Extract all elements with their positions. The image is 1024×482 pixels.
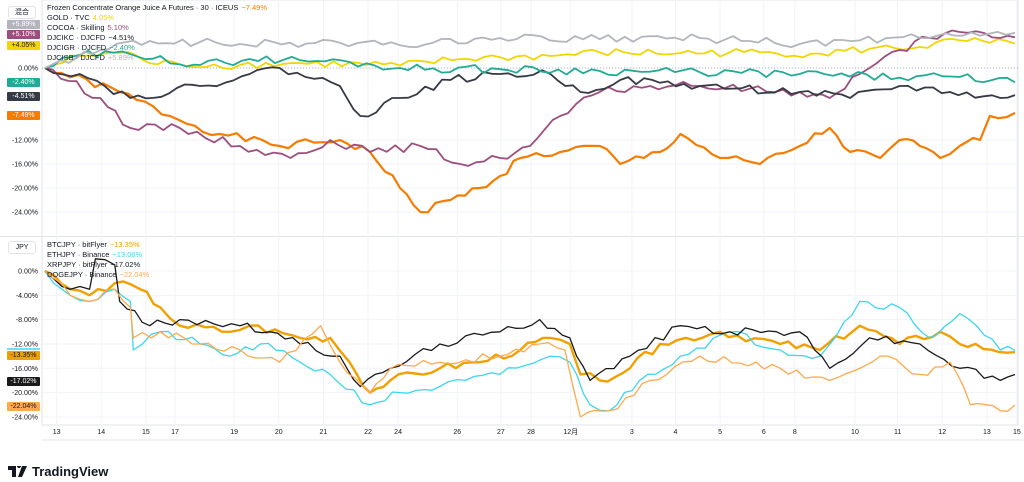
- series-line-ethjpy[interactable]: [44, 270, 1016, 412]
- x-tick-label: 8: [793, 429, 797, 436]
- x-tick-label: 27: [497, 429, 505, 436]
- legend-series-name: DJCIKC · DJCFD: [47, 33, 106, 42]
- legend-series-name: Frozen Concentrate Orange Juice A Future…: [47, 3, 239, 12]
- legend-item[interactable]: DJCIKC · DJCFD −4.51%: [47, 33, 267, 43]
- price-scale-badge: -2.40%: [7, 78, 40, 87]
- y-tick-label: 0.00%: [18, 269, 38, 276]
- legend-series-value: 4.05%: [92, 13, 115, 22]
- legend-item[interactable]: XRPJPY · bitFlyer −17.02%: [47, 260, 149, 270]
- legend-item[interactable]: COCOA · Skilling 5.10%: [47, 23, 267, 33]
- series-line-dogejpy[interactable]: [44, 270, 1016, 418]
- x-tick-label: 13: [53, 429, 61, 436]
- x-tick-label: 5: [718, 429, 722, 436]
- legend-series-value: −22.04%: [119, 270, 150, 279]
- y-tick-label: -20.00%: [12, 186, 38, 193]
- price-scale-badge: +5.89%: [7, 20, 40, 29]
- legend-item[interactable]: ETHJPY · Binance −13.06%: [47, 250, 149, 260]
- x-tick-label: 10: [851, 429, 859, 436]
- y-tick-label: -16.00%: [12, 366, 38, 373]
- x-tick-label: 11: [894, 429, 901, 436]
- legend-series-value: 5.10%: [107, 23, 129, 32]
- x-tick-label: 15: [1013, 429, 1021, 436]
- x-tick-label: 24: [394, 429, 402, 436]
- bottom-legend: BTCJPY · bitFlyer −13.35% ETHJPY · Binance…: [47, 240, 149, 280]
- series-group: [44, 29, 1016, 214]
- x-tick-label: 4: [674, 429, 678, 436]
- legend-series-value: −2.40%: [109, 43, 135, 52]
- x-tick-label: 26: [453, 429, 461, 436]
- legend-item[interactable]: DJCISB · DJCFD +5.89%: [47, 53, 267, 63]
- series-line-frozen[interactable]: [44, 67, 1016, 214]
- legend-item[interactable]: Frozen Concentrate Orange Juice A Future…: [47, 3, 267, 13]
- price-scale-badge: +4.05%: [7, 41, 40, 50]
- tradingview-logo-icon: [8, 466, 27, 477]
- series-group: [44, 258, 1016, 418]
- y-tick-label: -20.00%: [12, 390, 38, 397]
- logo-text: TradingView: [32, 464, 109, 479]
- y-tick-label: -8.00%: [16, 317, 38, 324]
- x-tick-label: 12月: [563, 428, 578, 436]
- series-line-btcjpy[interactable]: [44, 269, 1016, 394]
- series-line-djcikc[interactable]: [44, 66, 1016, 118]
- y-tick-label: -24.00%: [12, 210, 38, 217]
- legend-series-value: +5.89%: [107, 53, 134, 62]
- legend-series-name: BTCJPY · bitFlyer: [47, 240, 107, 249]
- x-tick-label: 21: [319, 429, 327, 436]
- legend-item[interactable]: DJCIGR · DJCFD −2.40%: [47, 43, 267, 53]
- legend-series-name: ETHJPY · Binance: [47, 250, 110, 259]
- series-line-gold[interactable]: [44, 37, 1016, 70]
- tradingview-logo: TradingView: [8, 464, 108, 479]
- x-tick-label: 17: [171, 429, 179, 436]
- legend-series-value: −13.06%: [112, 250, 143, 259]
- x-tick-label: 6: [762, 429, 766, 436]
- x-tick-label: 20: [275, 429, 283, 436]
- legend-series-name: DJCIGR · DJCFD: [47, 43, 107, 52]
- series-line-xrpjpy[interactable]: [44, 258, 1016, 388]
- x-tick-label: 22: [364, 429, 372, 436]
- legend-series-name: COCOA · Skilling: [47, 23, 105, 32]
- x-tick-label: 13: [983, 429, 991, 436]
- legend-series-name: XRPJPY · bitFlyer: [47, 260, 108, 269]
- price-scale-badge: -4.51%: [7, 92, 40, 101]
- series-line-djcigr[interactable]: [44, 49, 1016, 84]
- x-tick-label: 28: [527, 429, 535, 436]
- price-scale-badge: -22.04%: [7, 402, 40, 411]
- legend-series-value: −4.51%: [108, 33, 134, 42]
- x-tick-label: 12: [938, 429, 946, 436]
- price-scale-badge: -13.35%: [7, 351, 40, 360]
- legend-series-name: DOGEJPY · Binance: [47, 270, 117, 279]
- y-tick-label: -24.00%: [12, 414, 38, 421]
- y-tick-label: -12.00%: [12, 138, 38, 145]
- legend-series-name: GOLD · TVC: [47, 13, 90, 22]
- legend-series-value: −13.35%: [109, 240, 140, 249]
- top-legend: Frozen Concentrate Orange Juice A Future…: [47, 3, 267, 63]
- price-scale-badge: -17.02%: [7, 377, 40, 386]
- x-tick-label: 15: [142, 429, 150, 436]
- series-line-cocoa[interactable]: [44, 29, 1016, 167]
- legend-series-value: −7.49%: [241, 3, 267, 12]
- price-scale-badge: +5.10%: [7, 30, 40, 39]
- x-tick-label: 19: [230, 429, 238, 436]
- legend-item[interactable]: BTCJPY · bitFlyer −13.35%: [47, 240, 149, 250]
- top-pane-currency-label[interactable]: 混合: [8, 6, 36, 19]
- y-tick-label: 0.00%: [18, 66, 38, 73]
- x-tick-label: 3: [630, 429, 634, 436]
- legend-series-name: DJCISB · DJCFD: [47, 53, 105, 62]
- price-scale-badge: -7.49%: [7, 111, 40, 120]
- bottom-pane-currency-label[interactable]: JPY: [8, 241, 36, 254]
- y-tick-label: -12.00%: [12, 341, 38, 348]
- legend-series-value: −17.02%: [110, 260, 141, 269]
- legend-item[interactable]: GOLD · TVC 4.05%: [47, 13, 267, 23]
- x-tick-label: 14: [97, 429, 105, 436]
- y-tick-label: -16.00%: [12, 162, 38, 169]
- series-line-djcisb[interactable]: [44, 31, 1016, 69]
- legend-item[interactable]: DOGEJPY · Binance −22.04%: [47, 270, 149, 280]
- y-tick-label: -4.00%: [16, 293, 38, 300]
